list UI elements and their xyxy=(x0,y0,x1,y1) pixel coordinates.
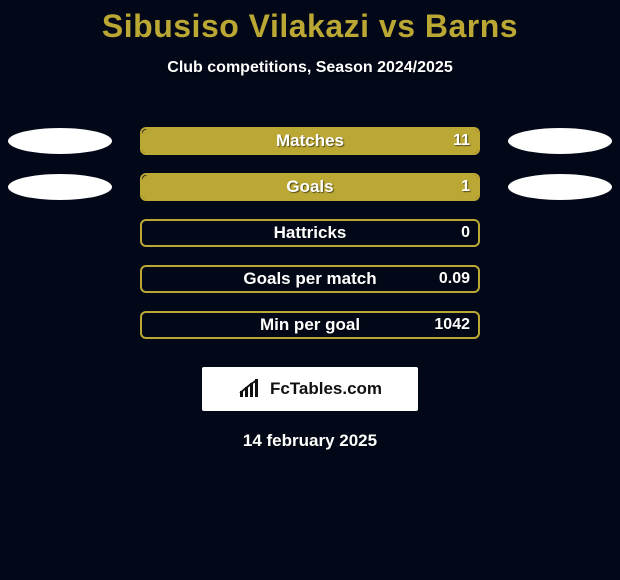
right-pill xyxy=(508,174,612,200)
stat-row: Matches11 xyxy=(0,127,620,155)
left-pill xyxy=(8,128,112,154)
bar-fill xyxy=(142,129,478,155)
bar-track xyxy=(140,127,480,155)
snapshot-date: 14 february 2025 xyxy=(0,431,620,451)
bar-track xyxy=(140,265,480,293)
chart-bars-icon xyxy=(238,379,264,399)
source-badge-text: FcTables.com xyxy=(270,379,382,399)
page-subtitle: Club competitions, Season 2024/2025 xyxy=(0,59,620,77)
stat-row: Min per goal1042 xyxy=(0,311,620,339)
bar-track xyxy=(140,219,480,247)
bar-track xyxy=(140,311,480,339)
page-title: Sibusiso Vilakazi vs Barns xyxy=(0,0,620,45)
stat-row: Hattricks0 xyxy=(0,219,620,247)
stat-row: Goals per match0.09 xyxy=(0,265,620,293)
bar-track xyxy=(140,173,480,201)
stats-container: Matches11 Goals1 Hattricks0 Goals per match… xyxy=(0,127,620,339)
comparison-canvas: Sibusiso Vilakazi vs Barns Club competit… xyxy=(0,0,620,580)
bar-fill xyxy=(142,175,478,201)
stat-row: Goals1 xyxy=(0,173,620,201)
right-pill xyxy=(508,128,612,154)
left-pill xyxy=(8,174,112,200)
source-badge[interactable]: FcTables.com xyxy=(202,367,418,411)
